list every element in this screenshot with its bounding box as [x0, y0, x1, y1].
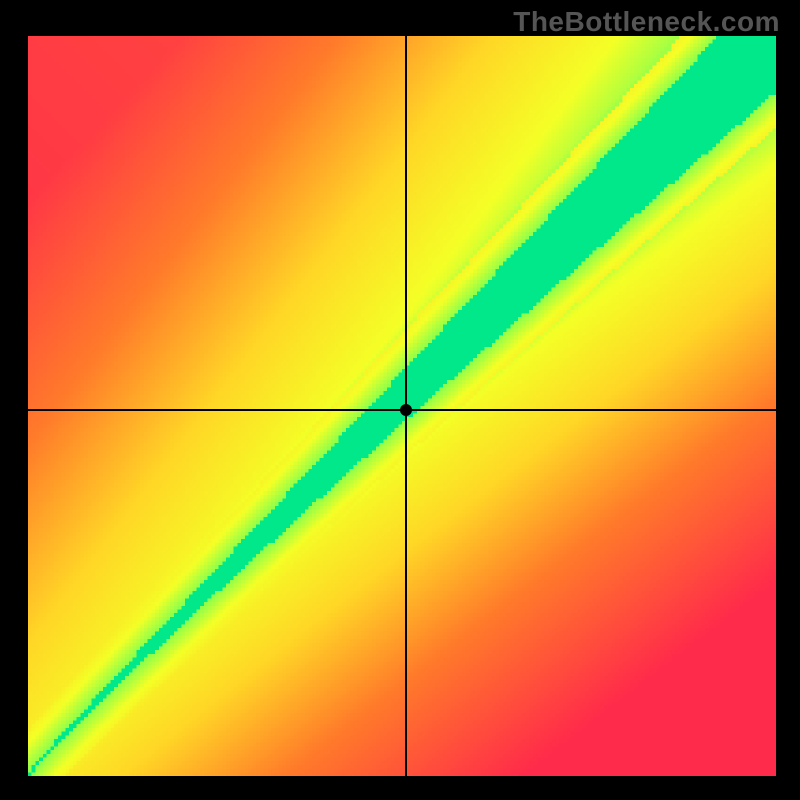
chart-container: TheBottleneck.com [0, 0, 800, 800]
plot-area [28, 36, 776, 776]
watermark-text: TheBottleneck.com [513, 6, 780, 38]
crosshair-dot [400, 404, 412, 416]
